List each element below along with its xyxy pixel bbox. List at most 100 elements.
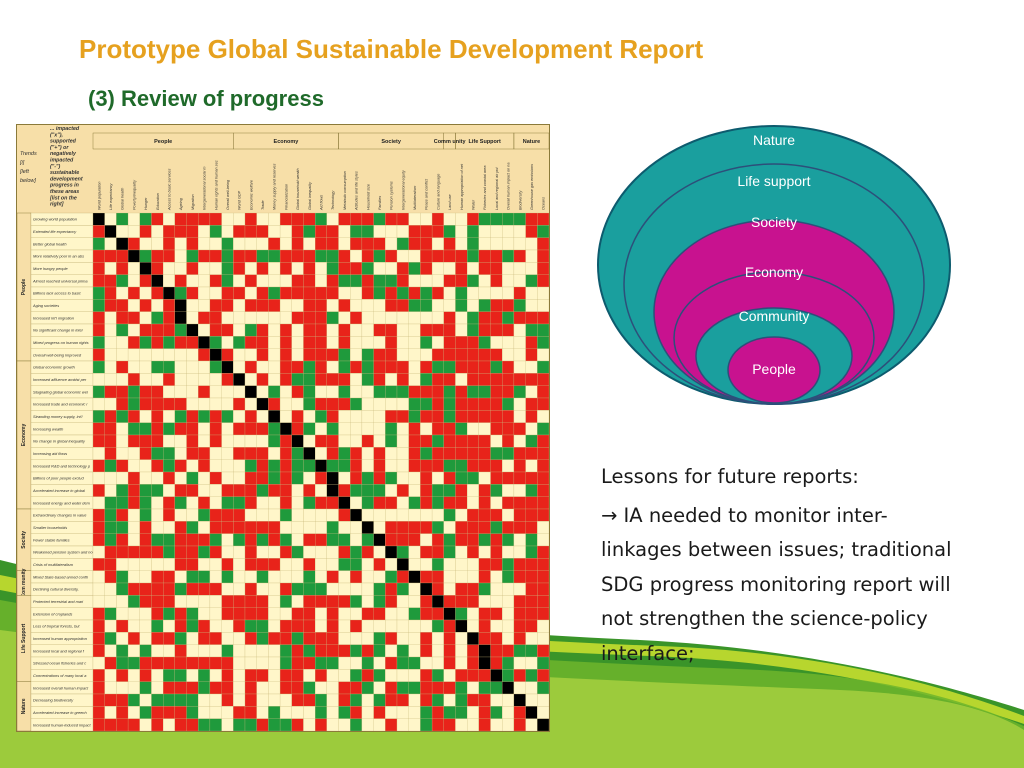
matrix-cell [455,447,468,460]
matrix-cell [361,311,374,325]
matrix-cell [513,262,526,275]
matrix-cell [92,422,105,436]
matrix-cell [256,212,269,226]
matrix-cell [338,693,351,707]
matrix-cell [373,693,386,707]
matrix-row-label: Weakened pension system and no [33,550,93,555]
matrix-cell [350,669,363,682]
matrix-cell [385,286,398,300]
matrix-cell [279,422,292,436]
matrix-cell [338,274,351,288]
matrix-cell [198,336,211,349]
matrix-cell [361,471,374,485]
matrix-cell [92,237,105,251]
matrix-cell [279,471,292,485]
matrix-cell [396,336,409,349]
matrix-cell [455,508,468,522]
matrix-cell [198,656,211,670]
matrix-cell [408,249,421,263]
matrix-cell [186,212,199,226]
matrix-cell [163,237,175,251]
matrix-cell [104,595,117,608]
matrix-cell [431,447,444,460]
matrix-cell [104,410,117,423]
circle-label-people: People [752,361,796,377]
matrix-cell [186,533,199,547]
matrix-cell [537,533,549,547]
matrix-cell [163,533,175,547]
matrix-cell [443,323,456,337]
matrix-cell [186,323,199,337]
matrix-cell [385,471,398,485]
matrix-cell [396,447,409,460]
matrix-cell [139,693,152,707]
matrix-cell [151,558,164,571]
matrix-cell [350,693,363,707]
matrix-cell [151,348,164,362]
matrix-cell [256,644,269,658]
matrix-cell [431,669,444,682]
matrix-cell [104,299,117,312]
matrix-cell [326,274,339,288]
matrix-cell [490,607,503,621]
matrix-cell [127,582,140,596]
matrix-cell [478,459,491,473]
matrix-row-label: Increased overall human impact [33,685,89,690]
matrix-cell [151,693,164,707]
matrix-cell [92,521,105,534]
matrix-cell [186,718,199,731]
matrix-cell [478,533,491,547]
matrix-cell [221,237,234,251]
matrix-cell [303,348,316,362]
matrix-cell [431,496,444,510]
matrix-cell [151,570,164,584]
matrix-cell [104,632,117,645]
matrix-cell [385,570,398,584]
matrix-cell [303,484,316,497]
matrix-column-label: Economic welfare [249,180,253,210]
matrix-cell [467,607,479,621]
matrix-cell [385,681,398,695]
matrix-cell [92,311,105,325]
matrix-cell [303,508,316,522]
matrix-cell [408,422,421,436]
matrix-cell [525,681,538,695]
matrix-cell [338,434,351,448]
matrix-cell [502,545,515,559]
matrix-cell [513,582,526,596]
matrix-cell [198,607,211,621]
matrix-cell [139,570,152,584]
matrix-cell [233,447,246,460]
matrix-cell [116,410,129,423]
matrix-cell [291,496,304,510]
matrix-cell [104,619,117,633]
matrix-cell [279,693,292,707]
matrix-cell [361,348,374,362]
matrix-column-group-label: Economy [274,139,300,145]
matrix-cell [525,718,538,731]
matrix-cell [455,718,468,731]
matrix-cell [256,521,269,534]
matrix-cell [256,237,269,251]
matrix-cell [186,249,199,263]
matrix-cell [279,496,292,510]
matrix-cell [209,484,222,497]
matrix-cell [104,484,117,497]
matrix-cell [467,237,479,251]
matrix-cell [209,632,222,645]
matrix-cell [127,225,140,238]
matrix-cell [513,619,526,633]
matrix-cell [116,434,129,448]
matrix-cell [361,644,374,658]
matrix-cell [256,274,269,288]
matrix-cell [525,558,538,571]
matrix-cell [467,459,479,473]
matrix-cell [408,681,421,695]
matrix-cell [279,558,292,571]
matrix-cell [361,619,374,633]
matrix-cell [303,410,316,423]
matrix-cell [455,558,468,571]
matrix-cell [385,397,398,411]
matrix-cell [396,669,409,682]
matrix-cell [338,336,351,349]
